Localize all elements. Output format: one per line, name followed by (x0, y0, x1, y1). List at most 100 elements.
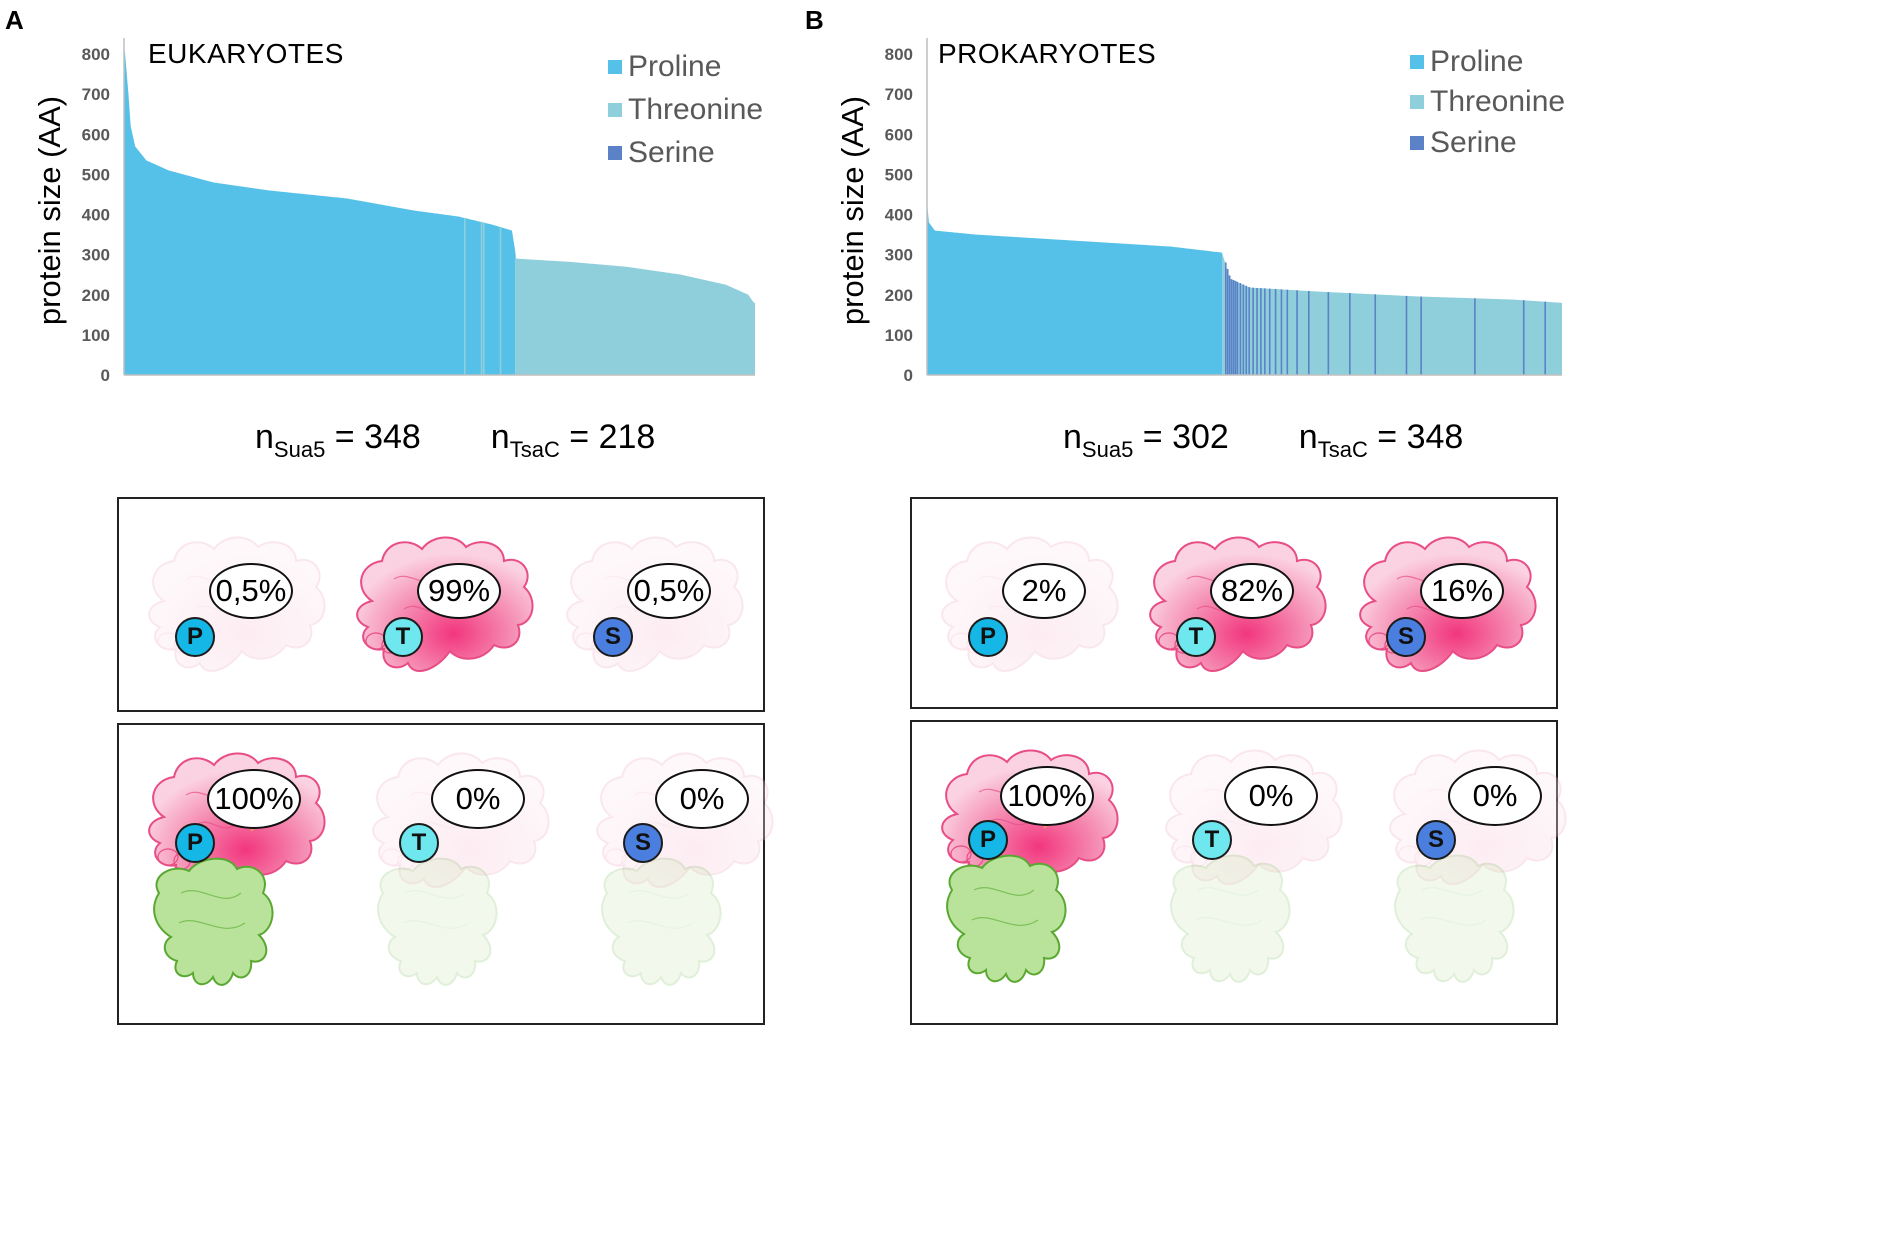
stripe-serine (1420, 296, 1422, 375)
green-strands (402, 890, 470, 929)
proline-swatch (1410, 54, 1424, 69)
n-sua5-value: = 302 (1142, 418, 1229, 456)
green-strands (626, 890, 694, 929)
serine-swatch (608, 145, 622, 160)
y-tick-label: 300 (885, 246, 913, 265)
stripe-threonine (482, 222, 485, 375)
percent-bubble: 0% (655, 769, 749, 829)
stripe-serine (1374, 294, 1377, 375)
protein-green-domain (1394, 854, 1515, 983)
y-tick-label: 500 (82, 165, 110, 184)
stripe-serine (1280, 289, 1283, 375)
eukaryotes-chart: 0 100 200 300 400 500 600 700 800 protein size (A… (0, 30, 770, 390)
legend-item-proline: Proline (608, 45, 763, 88)
y-tick-label: 800 (82, 45, 110, 64)
n-sua5-value: = 348 (334, 418, 421, 456)
prokaryotes-legend: Proline Threonine Serine (1410, 40, 1565, 164)
pink-loop (157, 848, 179, 866)
green-strands (1195, 887, 1263, 926)
green-domain-shape (153, 857, 274, 986)
green-domain-shape (1170, 854, 1291, 983)
stripe-serine (1349, 293, 1351, 375)
y-tick-label: 300 (82, 246, 110, 265)
y-tick-label: 500 (885, 165, 913, 184)
green-domain-shape (946, 854, 1067, 983)
stripe-serine (1232, 280, 1235, 375)
percent-bubble: 0,5% (209, 563, 293, 619)
protein-green-domain (377, 857, 498, 986)
n-sua5-label: n (255, 418, 274, 456)
stripe-serine (1228, 275, 1231, 375)
stripe-serine (1286, 289, 1289, 375)
legend-label-serine: Serine (628, 135, 715, 169)
legend-label-threonine: Threonine (628, 92, 764, 126)
stripe-serine (1245, 285, 1248, 375)
green-strands (971, 887, 1039, 926)
n-sua5-sub: Sua5 (1081, 437, 1134, 462)
prokaryotes-sua5-box: 2% P 82% T 16% S (910, 497, 1558, 709)
protein-cell-p: 100% P (121, 733, 351, 1023)
percent-bubble: 100% (207, 769, 301, 829)
n-tsac-label: n (1298, 418, 1318, 456)
prokaryotes-counts: nSua5 = 302 nTsaC = 348 (1063, 418, 1463, 463)
prokaryotes-chart-svg: 0 100 200 300 400 500 600 700 800 protein size (A… (835, 38, 1562, 385)
protein-green-domain (946, 854, 1067, 983)
green-domain-shape (601, 857, 722, 986)
residue-badge-p: P (968, 617, 1008, 657)
pink-loop (1398, 845, 1420, 863)
protein-cell-s: 16% S (1332, 517, 1562, 717)
stripe-threonine (480, 221, 483, 375)
residue-badge-p: P (968, 820, 1008, 860)
eukaryotes-title: EUKARYOTES (148, 38, 344, 69)
percent-bubble: 100% (1000, 766, 1094, 826)
residue-badge-t: T (383, 617, 423, 657)
pink-loop (1174, 845, 1196, 863)
serine-swatch (1410, 135, 1424, 150)
residue-badge-p: P (175, 823, 215, 863)
protein-green-domain (1170, 854, 1291, 983)
protein-cell-p: 0,5% P (121, 517, 351, 717)
stripe-serine (1260, 288, 1262, 375)
green-domain-shape (377, 857, 498, 986)
segment-threonine (1222, 252, 1562, 375)
residue-badge-s: S (1416, 820, 1456, 860)
percent-bubble: 99% (417, 563, 501, 619)
y-tick-label: 0 (904, 366, 913, 385)
y-axis-label: protein size (AA) (835, 96, 870, 325)
stripe-serine (1474, 298, 1476, 375)
y-tick-label: 400 (885, 206, 913, 225)
percent-bubble: 0,5% (627, 563, 711, 619)
legend-label-proline: Proline (628, 49, 722, 83)
stripe-serine (1242, 284, 1245, 375)
proline-swatch (608, 59, 622, 74)
residue-badge-t: T (1176, 617, 1216, 657)
stripe-serine (1230, 279, 1233, 375)
protein-cell-t: 0% T (1138, 730, 1368, 1020)
y-tick-label: 600 (82, 125, 110, 144)
stripe-serine (1234, 280, 1237, 375)
y-tick-label: 800 (885, 45, 913, 64)
legend-item-threonine: Threonine (1410, 83, 1565, 121)
eukaryotes-chart-svg: 0 100 200 300 400 500 600 700 800 protein size (A… (32, 38, 755, 385)
pink-loop (950, 845, 972, 863)
stripe-serine (1268, 288, 1271, 375)
stripe-serine (1226, 268, 1229, 375)
stripe-threonine (464, 217, 466, 375)
n-tsac-value: = 218 (569, 418, 656, 456)
percent-bubble: 0% (1448, 766, 1542, 826)
eukaryotes-legend: Proline Threonine Serine (608, 45, 763, 174)
stripe-serine (1405, 295, 1408, 375)
legend-item-serine: Serine (608, 131, 763, 174)
pink-loop (605, 848, 627, 866)
segment-proline (927, 202, 1223, 375)
percent-bubble: 16% (1420, 563, 1504, 619)
green-strands (1419, 887, 1487, 926)
stripe-serine (1274, 289, 1277, 375)
protein-cell-s: 0,5% S (539, 517, 769, 717)
threonine-swatch (1410, 95, 1424, 109)
protein-cell-p: 100% P (914, 730, 1144, 1020)
protein-green-domain (601, 857, 722, 986)
y-axis-label: protein size (AA) (32, 96, 67, 325)
segment-threonine (515, 251, 755, 375)
y-tick-label: 600 (885, 125, 913, 144)
